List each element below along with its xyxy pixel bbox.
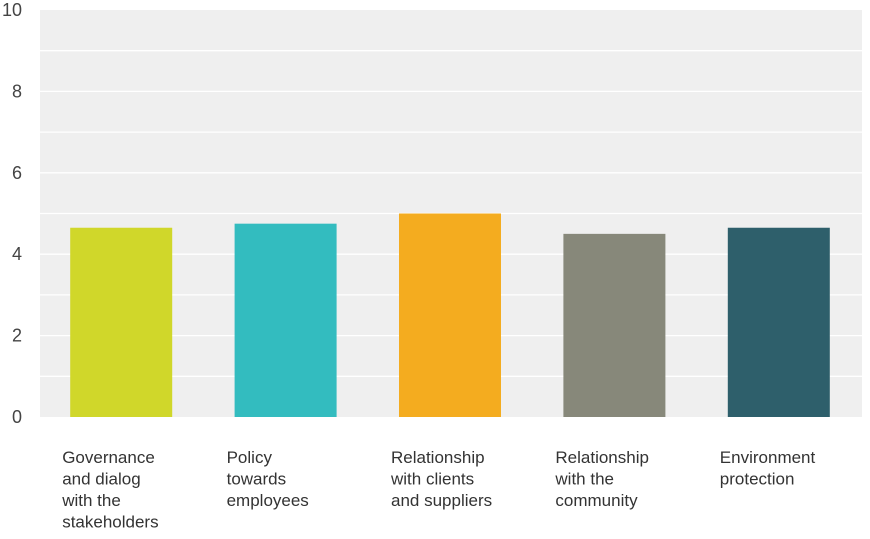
bar	[399, 213, 501, 417]
x-category-label-line: stakeholders	[62, 513, 158, 532]
x-category-label: Relationship with clients and suppliers	[390, 448, 492, 510]
y-tick-label: 0	[12, 407, 22, 427]
bar	[234, 223, 337, 417]
x-axis-category-labels: Governance and dialog with the stakeholders…	[61, 448, 815, 532]
bars	[70, 213, 830, 417]
bar	[727, 227, 830, 417]
y-tick-label: 8	[12, 81, 22, 101]
x-category-label-line: with the	[61, 491, 121, 510]
x-category-label: Environment protection	[720, 448, 816, 489]
y-tick-label: 4	[12, 244, 22, 264]
x-category-label-line: and suppliers	[391, 491, 492, 510]
x-category-label-line: community	[555, 491, 638, 510]
y-tick-label: 2	[12, 326, 22, 346]
x-category-label-line: and dialog	[62, 470, 140, 489]
x-category-label-line: with clients	[390, 470, 474, 489]
x-category-label-line: protection	[720, 470, 795, 489]
x-category-label-line: Policy	[227, 448, 273, 467]
bar	[70, 227, 173, 417]
x-category-label-line: Relationship	[555, 448, 649, 467]
x-category-label-line: employees	[227, 491, 309, 510]
x-category-label-line: Relationship	[391, 448, 485, 467]
x-category-label: Governance and dialog with the stakeholders	[61, 448, 158, 532]
y-axis-tick-labels: 0 2 4 6 8 10	[2, 0, 22, 427]
x-category-label: Policy towards employees	[227, 448, 309, 510]
x-category-label-line: Governance	[62, 448, 155, 467]
x-category-label: Relationship with the community	[554, 448, 649, 510]
y-tick-label: 6	[12, 163, 22, 183]
x-category-label-line: with the	[554, 470, 614, 489]
x-category-label-line: towards	[227, 470, 287, 489]
bar	[563, 233, 666, 417]
y-tick-label: 10	[2, 0, 22, 20]
x-category-label-line: Environment	[720, 448, 816, 467]
